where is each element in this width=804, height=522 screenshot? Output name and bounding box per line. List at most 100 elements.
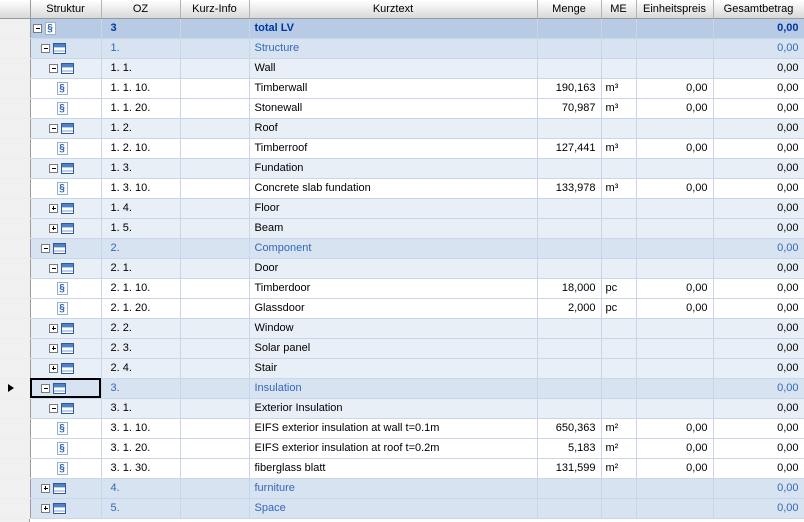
kurztext-cell[interactable]: Insulation (249, 378, 538, 399)
menge-cell[interactable] (537, 38, 602, 59)
einheitspreis-cell[interactable] (636, 18, 714, 39)
kurztext-cell[interactable]: Timberdoor (249, 278, 538, 299)
me-cell[interactable] (601, 378, 637, 399)
menge-cell[interactable] (537, 318, 602, 339)
oz-cell[interactable]: 2. (101, 238, 181, 259)
row-selector-gutter[interactable] (0, 498, 31, 519)
expand-toggle[interactable] (32, 23, 42, 33)
struktur-cell[interactable] (30, 118, 102, 139)
oz-cell[interactable]: 4. (101, 478, 181, 499)
menge-cell[interactable]: 18,000 (537, 278, 602, 299)
expand-toggle[interactable] (40, 483, 50, 493)
row-selector-gutter[interactable] (0, 78, 31, 99)
oz-cell[interactable]: 1. 1. 20. (101, 98, 181, 119)
me-cell[interactable] (601, 258, 637, 279)
me-cell[interactable] (601, 38, 637, 59)
struktur-cell[interactable] (30, 358, 102, 379)
einheitspreis-cell[interactable]: 0,00 (636, 418, 714, 439)
gesamtbetrag-cell[interactable]: 0,00 (713, 158, 804, 179)
col-header-me[interactable]: ME (601, 0, 637, 19)
kurztext-cell[interactable]: Stair (249, 358, 538, 379)
oz-cell[interactable]: 3. 1. 10. (101, 418, 181, 439)
kurztext-cell[interactable]: Exterior Insulation (249, 398, 538, 419)
row-selector-gutter[interactable] (0, 358, 31, 379)
gesamtbetrag-cell[interactable]: 0,00 (713, 438, 804, 459)
struktur-cell[interactable]: § (30, 178, 102, 199)
me-cell[interactable]: m² (601, 458, 637, 479)
struktur-cell[interactable] (30, 38, 102, 59)
kurztext-cell[interactable]: Floor (249, 198, 538, 219)
row-selector-gutter[interactable] (0, 18, 31, 39)
col-header-struktur[interactable]: Struktur (30, 0, 102, 19)
me-cell[interactable] (601, 498, 637, 519)
me-cell[interactable] (601, 198, 637, 219)
row-selector-gutter[interactable] (0, 278, 31, 299)
row-selector-gutter[interactable] (0, 338, 31, 359)
einheitspreis-cell[interactable]: 0,00 (636, 438, 714, 459)
einheitspreis-cell[interactable] (636, 258, 714, 279)
gesamtbetrag-cell[interactable]: 0,00 (713, 178, 804, 199)
row-selector-gutter[interactable] (0, 58, 31, 79)
me-cell[interactable] (601, 398, 637, 419)
table-row[interactable]: 1. Structure 0,00 (0, 38, 804, 59)
menge-cell[interactable]: 2,000 (537, 298, 602, 319)
expand-toggle[interactable] (48, 343, 58, 353)
row-selector-gutter[interactable] (0, 238, 31, 259)
gesamtbetrag-cell[interactable]: 0,00 (713, 418, 804, 439)
struktur-cell[interactable]: § (30, 98, 102, 119)
oz-cell[interactable]: 2. 3. (101, 338, 181, 359)
me-cell[interactable]: m³ (601, 78, 637, 99)
oz-cell[interactable]: 2. 1. 20. (101, 298, 181, 319)
col-header-kurzinfo[interactable]: Kurz-Info (180, 0, 250, 19)
menge-cell[interactable] (537, 258, 602, 279)
gesamtbetrag-cell[interactable]: 0,00 (713, 278, 804, 299)
menge-cell[interactable] (537, 198, 602, 219)
menge-cell[interactable] (537, 358, 602, 379)
kurztext-cell[interactable]: Component (249, 238, 538, 259)
row-selector-gutter[interactable] (0, 378, 31, 399)
expand-toggle[interactable] (48, 263, 58, 273)
kurztext-cell[interactable]: Glassdoor (249, 298, 538, 319)
struktur-cell[interactable] (30, 158, 102, 179)
struktur-cell[interactable] (30, 398, 102, 419)
menge-cell[interactable]: 127,441 (537, 138, 602, 159)
table-row[interactable]: § 1. 2. 10. Timberroof 127,441 m³ 0,00 0… (0, 138, 804, 159)
kurzinfo-cell[interactable] (180, 18, 250, 39)
gesamtbetrag-cell[interactable]: 0,00 (713, 458, 804, 479)
oz-cell[interactable]: 1. 3. (101, 158, 181, 179)
oz-cell[interactable]: 5. (101, 498, 181, 519)
einheitspreis-cell[interactable] (636, 498, 714, 519)
kurztext-cell[interactable]: Beam (249, 218, 538, 239)
menge-cell[interactable] (537, 398, 602, 419)
einheitspreis-cell[interactable] (636, 218, 714, 239)
header-corner[interactable] (0, 0, 31, 19)
struktur-cell[interactable] (30, 258, 102, 279)
gesamtbetrag-cell[interactable]: 0,00 (713, 18, 804, 39)
table-row[interactable]: § 1. 1. 10. Timberwall 190,163 m³ 0,00 0… (0, 78, 804, 99)
me-cell[interactable]: m² (601, 438, 637, 459)
gesamtbetrag-cell[interactable]: 0,00 (713, 378, 804, 399)
table-row[interactable]: § 2. 1. 10. Timberdoor 18,000 pc 0,00 0,… (0, 278, 804, 299)
me-cell[interactable] (601, 118, 637, 139)
einheitspreis-cell[interactable] (636, 318, 714, 339)
oz-cell[interactable]: 1. 3. 10. (101, 178, 181, 199)
oz-cell[interactable]: 2. 1. 10. (101, 278, 181, 299)
kurztext-cell[interactable]: total LV (249, 18, 538, 39)
expand-toggle[interactable] (48, 363, 58, 373)
menge-cell[interactable] (537, 158, 602, 179)
einheitspreis-cell[interactable]: 0,00 (636, 178, 714, 199)
struktur-cell[interactable] (30, 198, 102, 219)
kurztext-cell[interactable]: fiberglass blatt (249, 458, 538, 479)
me-cell[interactable] (601, 358, 637, 379)
table-row[interactable]: § 3. 1. 20. EIFS exterior insulation at … (0, 438, 804, 459)
menge-cell[interactable] (537, 378, 602, 399)
einheitspreis-cell[interactable] (636, 338, 714, 359)
expand-toggle[interactable] (48, 403, 58, 413)
expand-toggle[interactable] (48, 223, 58, 233)
struktur-cell[interactable] (30, 218, 102, 239)
gesamtbetrag-cell[interactable]: 0,00 (713, 478, 804, 499)
struktur-cell[interactable] (30, 378, 102, 399)
oz-cell[interactable]: 1. 1. (101, 58, 181, 79)
table-row[interactable]: § 2. 1. 20. Glassdoor 2,000 pc 0,00 0,00 (0, 298, 804, 319)
menge-cell[interactable] (537, 338, 602, 359)
